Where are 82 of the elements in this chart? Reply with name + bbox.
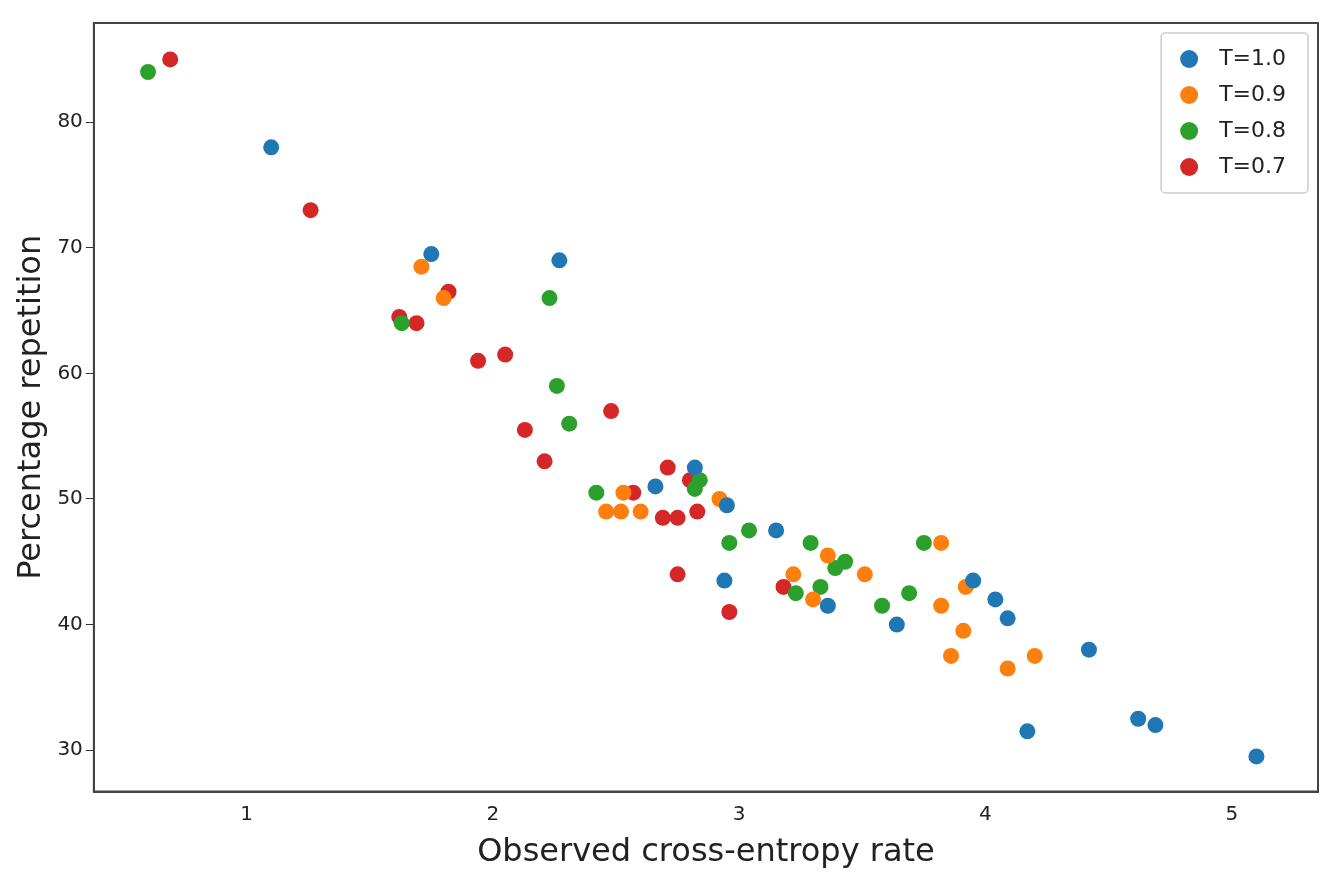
legend-label: T=1.0 [1218,44,1286,70]
point [263,139,280,156]
x-tick-label: 2 [486,800,500,825]
point [888,616,905,633]
y-tick-label: 60 [57,359,83,384]
point [393,315,410,332]
point [802,534,819,551]
point [541,290,558,307]
point [943,647,959,664]
point [669,509,686,526]
legend-label: T=0.9 [1218,80,1286,106]
point [785,566,802,583]
legend-label: T=0.8 [1218,116,1286,142]
point [1026,647,1043,664]
point [654,509,671,526]
y-tick-label: 70 [57,234,83,259]
point [302,202,319,219]
point [435,290,452,307]
point [1130,710,1147,727]
point [686,480,703,497]
y-tick-label: 50 [57,485,83,510]
point [516,421,533,438]
point [615,484,632,501]
point [812,578,829,595]
point [659,459,676,476]
point [413,258,430,275]
point [497,346,514,363]
point [721,534,738,551]
point [901,585,918,602]
point [470,352,487,369]
point [999,610,1016,627]
legend-label: T=0.7 [1218,152,1286,178]
point [933,534,950,551]
point [561,415,578,432]
point [1147,717,1164,734]
point [933,597,950,614]
point [721,604,738,621]
y-tick-label: 80 [57,108,83,133]
y-axis-title: Percentage repetition [9,234,48,580]
point [915,534,932,551]
point [647,478,664,495]
point [718,497,735,514]
point [716,572,733,589]
point [1019,723,1036,740]
x-tick-label: 3 [732,800,746,825]
point [965,572,982,589]
point [551,252,568,269]
point [598,503,615,520]
point [1248,748,1265,765]
point [805,591,822,608]
point [819,597,836,614]
point [987,591,1004,608]
point [140,63,157,80]
point [423,246,440,263]
point [686,459,703,476]
point [741,522,758,539]
point [856,566,873,583]
point [775,578,792,595]
point [837,553,854,570]
point [408,315,425,332]
point [874,597,891,614]
y-tick-label: 30 [57,736,83,761]
point [787,585,804,602]
point [955,622,972,639]
point [819,547,836,564]
x-tick-label: 1 [240,800,253,825]
point [1080,641,1097,658]
x-tick-label: 5 [1225,800,1239,825]
point [632,503,649,520]
point [603,403,620,420]
x-axis-title: Observed cross-entropy rate [477,831,935,870]
point [689,503,706,520]
y-tick-label: 40 [57,610,83,635]
x-tick-label: 4 [979,800,992,825]
point [548,377,565,394]
point [612,503,629,520]
point [999,660,1016,677]
point [536,453,553,470]
point [768,522,785,539]
point [669,566,686,583]
point [162,51,179,68]
point [588,484,605,501]
